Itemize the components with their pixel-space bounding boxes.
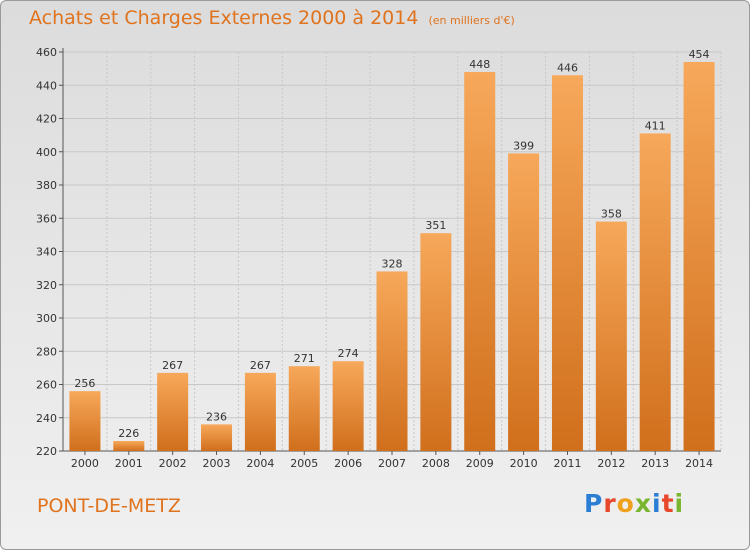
logo-letter: P xyxy=(584,489,604,518)
bar-value-label: 328 xyxy=(382,257,403,270)
bar-value-label: 256 xyxy=(74,377,95,390)
y-tick-label: 360 xyxy=(36,212,57,225)
logo-letter: r xyxy=(603,489,617,518)
bar-layer xyxy=(69,61,715,452)
bar-value-label: 236 xyxy=(206,410,227,423)
bar-value-label: 454 xyxy=(689,48,710,61)
bar xyxy=(113,441,145,451)
y-tick-label: 320 xyxy=(36,279,57,292)
y-tick-label: 220 xyxy=(36,445,57,458)
y-tick-label: 420 xyxy=(36,113,57,126)
x-tick-label: 2011 xyxy=(553,457,581,470)
x-tick-label: 2005 xyxy=(290,457,318,470)
x-tick-label: 2013 xyxy=(641,457,669,470)
bar xyxy=(332,361,364,451)
y-tick-label: 300 xyxy=(36,312,57,325)
chart-title-main: Achats et Charges Externes 2000 à 2014 xyxy=(29,7,419,29)
y-tick-label: 400 xyxy=(36,146,57,159)
bar xyxy=(508,153,540,451)
x-tick-label: 2010 xyxy=(510,457,538,470)
bar xyxy=(595,221,627,451)
y-tick-label: 340 xyxy=(36,246,57,259)
bar xyxy=(683,61,715,451)
x-tick-label: 2000 xyxy=(71,457,99,470)
bar xyxy=(201,424,233,451)
axis-layer: 220 240 260 280 300 320 340 360 380 400 420 440 460 2… xyxy=(36,46,721,470)
logo-letter: t xyxy=(661,489,675,518)
chart-title: Achats et Charges Externes 2000 à 2014 (e… xyxy=(29,7,515,29)
x-tick-label: 2002 xyxy=(159,457,187,470)
bar-value-label: 358 xyxy=(601,208,622,221)
x-tick-label: 2008 xyxy=(422,457,450,470)
bar xyxy=(639,133,671,451)
x-tick-label: 2006 xyxy=(334,457,362,470)
x-tick-label: 2014 xyxy=(685,457,713,470)
x-tick-label: 2009 xyxy=(466,457,494,470)
y-tick-label: 240 xyxy=(36,412,57,425)
city-name: PONT-DE-METZ xyxy=(37,495,181,517)
bar xyxy=(244,372,276,451)
bar xyxy=(288,366,320,451)
x-tick-label: 2004 xyxy=(246,457,274,470)
bar-value-label: 271 xyxy=(294,352,315,365)
x-tick-label: 2003 xyxy=(203,457,231,470)
y-tick-label: 260 xyxy=(36,379,57,392)
label-layer: 256 226 267 236 267 271 274 328 351 448 399 446 358 4… xyxy=(74,48,709,440)
bar xyxy=(420,233,452,451)
logo-letter: x xyxy=(634,489,652,518)
bar-value-label: 267 xyxy=(250,359,271,372)
logo-letter: i xyxy=(652,489,662,518)
bar xyxy=(464,71,496,451)
bar-value-label: 411 xyxy=(645,119,666,132)
bar-value-label: 399 xyxy=(513,139,534,152)
x-tick-label: 2012 xyxy=(597,457,625,470)
bar xyxy=(376,271,408,451)
bar xyxy=(157,372,189,451)
proxiti-logo[interactable]: Proxiti xyxy=(584,489,684,518)
x-tick-label: 2001 xyxy=(115,457,143,470)
bar xyxy=(551,75,583,452)
bar xyxy=(69,391,101,451)
x-tick-label: 2007 xyxy=(378,457,406,470)
bar-value-label: 448 xyxy=(469,58,490,71)
bar-value-label: 226 xyxy=(118,427,139,440)
y-tick-label: 280 xyxy=(36,345,57,358)
logo-letter: i xyxy=(674,489,685,518)
bar-value-label: 267 xyxy=(162,359,183,372)
chart-title-unit: (en milliers d'€) xyxy=(428,14,515,27)
y-tick-label: 380 xyxy=(36,179,57,192)
bar-value-label: 351 xyxy=(425,219,446,232)
bar-value-label: 274 xyxy=(338,347,359,360)
y-tick-label: 460 xyxy=(36,46,57,59)
y-tick-label: 440 xyxy=(36,79,57,92)
bar-value-label: 446 xyxy=(557,61,578,74)
logo-letter: o xyxy=(616,489,635,518)
